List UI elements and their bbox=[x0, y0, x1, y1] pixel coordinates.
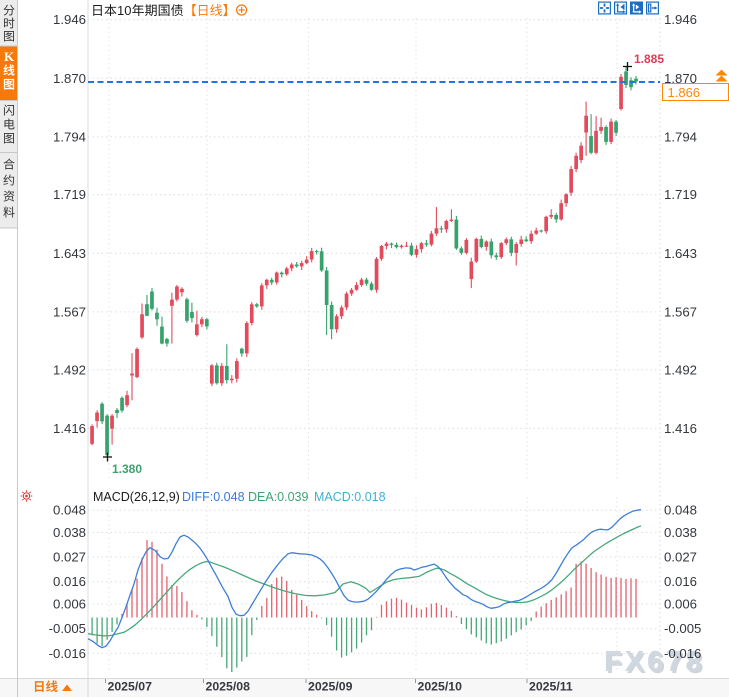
svg-text:0.038: 0.038 bbox=[53, 525, 86, 540]
svg-text:1.380: 1.380 bbox=[112, 462, 142, 476]
svg-text:1.416: 1.416 bbox=[53, 421, 86, 436]
svg-text:-0.016: -0.016 bbox=[664, 646, 701, 661]
svg-text:MACD:0.018: MACD:0.018 bbox=[314, 490, 386, 504]
svg-text:1.794: 1.794 bbox=[664, 129, 697, 144]
svg-text:0.048: 0.048 bbox=[53, 503, 86, 518]
svg-text:1.946: 1.946 bbox=[664, 12, 697, 27]
svg-text:FX678: FX678 bbox=[606, 648, 706, 680]
svg-text:2025/10: 2025/10 bbox=[418, 680, 463, 694]
svg-text:2025/08: 2025/08 bbox=[206, 680, 251, 694]
svg-text:DEA:0.039: DEA:0.039 bbox=[248, 490, 309, 504]
svg-text:1.870: 1.870 bbox=[664, 71, 697, 86]
svg-text:0.048: 0.048 bbox=[664, 503, 697, 518]
svg-text:1.794: 1.794 bbox=[53, 129, 86, 144]
svg-text:1.866: 1.866 bbox=[668, 85, 701, 100]
svg-text:1.492: 1.492 bbox=[664, 362, 697, 377]
svg-text:2025/11: 2025/11 bbox=[529, 680, 573, 694]
svg-text:1.567: 1.567 bbox=[53, 304, 86, 319]
svg-text:1.643: 1.643 bbox=[53, 246, 86, 261]
svg-text:1.719: 1.719 bbox=[664, 187, 697, 202]
svg-text:1.643: 1.643 bbox=[664, 246, 697, 261]
svg-text:MACD(26,12,9): MACD(26,12,9) bbox=[93, 490, 180, 504]
svg-text:0.027: 0.027 bbox=[664, 550, 697, 565]
svg-text:FX678: FX678 bbox=[604, 646, 704, 678]
svg-text:2025/09: 2025/09 bbox=[308, 680, 353, 694]
svg-text:1.567: 1.567 bbox=[664, 304, 697, 319]
svg-text:0.006: 0.006 bbox=[664, 597, 697, 612]
svg-text:1.946: 1.946 bbox=[53, 12, 86, 27]
svg-text:1.719: 1.719 bbox=[53, 187, 86, 202]
svg-text:K: K bbox=[4, 49, 15, 64]
svg-text:0.038: 0.038 bbox=[664, 525, 697, 540]
svg-text:0.006: 0.006 bbox=[53, 597, 86, 612]
svg-text:-0.005: -0.005 bbox=[49, 621, 86, 636]
svg-text:1.492: 1.492 bbox=[53, 362, 86, 377]
svg-text:-0.005: -0.005 bbox=[664, 621, 701, 636]
svg-text:10: 10 bbox=[117, 3, 131, 18]
svg-text:1.885: 1.885 bbox=[634, 52, 664, 66]
svg-text:-0.016: -0.016 bbox=[49, 646, 86, 661]
svg-text:2025/07: 2025/07 bbox=[108, 680, 153, 694]
svg-text:1.870: 1.870 bbox=[53, 71, 86, 86]
svg-text:0.016: 0.016 bbox=[664, 574, 697, 589]
svg-text:1.416: 1.416 bbox=[664, 421, 697, 436]
svg-text:0.027: 0.027 bbox=[53, 550, 86, 565]
svg-text:DIFF:0.048: DIFF:0.048 bbox=[182, 490, 245, 504]
svg-text:0.016: 0.016 bbox=[53, 574, 86, 589]
